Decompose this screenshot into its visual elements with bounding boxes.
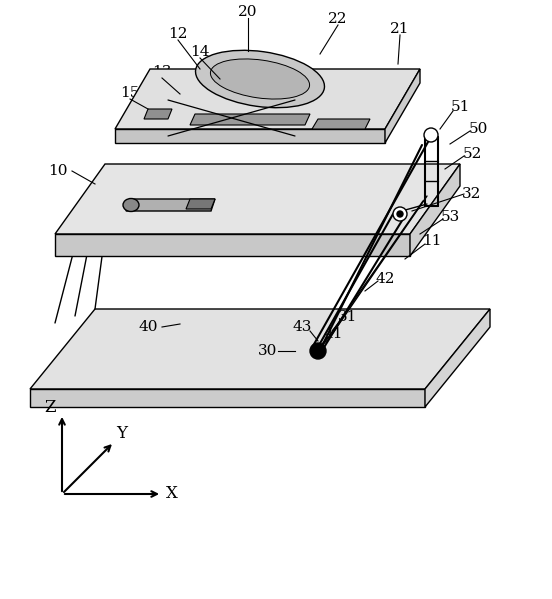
Ellipse shape <box>393 207 407 221</box>
Text: 42: 42 <box>375 272 395 286</box>
Polygon shape <box>115 69 420 129</box>
Polygon shape <box>126 199 215 211</box>
Polygon shape <box>115 129 385 143</box>
Ellipse shape <box>397 211 403 217</box>
Text: 52: 52 <box>463 147 482 161</box>
Text: 50: 50 <box>468 122 487 136</box>
Ellipse shape <box>123 198 139 211</box>
Polygon shape <box>55 164 460 234</box>
Text: 43: 43 <box>293 320 312 334</box>
Text: 12: 12 <box>168 27 188 41</box>
Text: 30: 30 <box>258 344 278 358</box>
Text: 32: 32 <box>463 187 482 201</box>
Ellipse shape <box>424 128 438 142</box>
Text: 22: 22 <box>328 12 348 26</box>
Ellipse shape <box>210 59 310 99</box>
Text: 21: 21 <box>390 22 410 36</box>
Text: 13: 13 <box>152 65 172 79</box>
Text: 40: 40 <box>138 320 158 334</box>
Polygon shape <box>385 69 420 143</box>
Text: 11: 11 <box>422 234 442 248</box>
Polygon shape <box>144 109 172 119</box>
Text: 51: 51 <box>450 100 470 114</box>
Text: 20: 20 <box>238 5 258 19</box>
Text: X: X <box>166 486 178 503</box>
Text: 10: 10 <box>48 164 68 178</box>
Ellipse shape <box>195 50 325 108</box>
Polygon shape <box>30 309 490 389</box>
Polygon shape <box>186 199 215 209</box>
Ellipse shape <box>310 343 326 359</box>
Text: Y: Y <box>116 425 128 443</box>
Text: 53: 53 <box>440 210 460 224</box>
Polygon shape <box>30 389 425 407</box>
Text: 15: 15 <box>120 86 140 100</box>
Polygon shape <box>410 164 460 256</box>
Text: Z: Z <box>44 398 56 416</box>
Text: 41: 41 <box>323 327 343 341</box>
Polygon shape <box>190 114 310 125</box>
Text: 31: 31 <box>338 310 358 324</box>
Polygon shape <box>425 309 490 407</box>
Text: 14: 14 <box>190 45 210 59</box>
Polygon shape <box>312 119 370 129</box>
Polygon shape <box>55 234 410 256</box>
